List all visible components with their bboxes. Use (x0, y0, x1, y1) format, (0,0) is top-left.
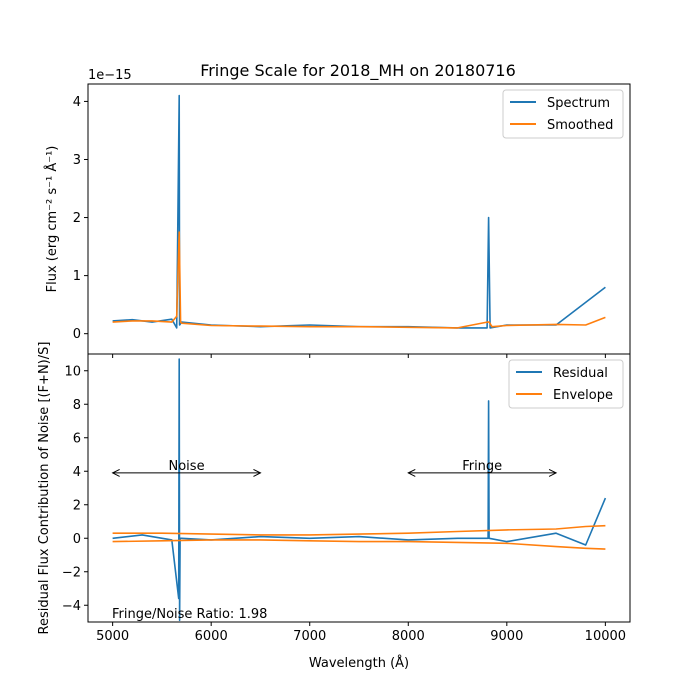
legend-label-residual: Residual (553, 366, 608, 381)
annotation-label-noise: Noise (169, 459, 205, 474)
legend-label-envelope: Envelope (553, 388, 613, 403)
series-line-envelope-1 (112, 524, 606, 536)
top-series-layer (112, 94, 606, 329)
bottom-legend: Residual Envelope (508, 359, 624, 409)
x-tick-label: 8000 (392, 629, 425, 644)
x-tick-label: 9000 (490, 629, 523, 644)
y-tick-label: −4 (62, 599, 81, 614)
y-tick-label: 2 (73, 211, 81, 226)
annotation-label-fringe: Fringe (462, 459, 502, 474)
x-tick-label: 10000 (585, 629, 626, 644)
y-tick-label: 1 (73, 269, 81, 284)
y-tick-label: 8 (73, 398, 81, 413)
x-ticks: 5000 6000 7000 8000 9000 10000 (96, 622, 626, 644)
top-panel: 0 1 2 3 4 1e−15 Flux (erg cm⁻² s⁻¹ Å⁻¹) Spec… (44, 68, 631, 358)
annotation-arrowhead-left (111, 468, 120, 477)
annotation-arrowhead-right (253, 468, 262, 477)
bottom-panel: −4 −2 0 2 4 6 8 10 5000 6000 7000 8000 9000 10000 Wa… (37, 342, 631, 671)
y-tick-label: 3 (73, 153, 81, 168)
series-line-smoothed-1 (112, 231, 606, 329)
annotation-arrowhead-left (407, 468, 416, 477)
y-tick-label: 6 (73, 431, 81, 446)
y-tick-label: 4 (73, 95, 81, 110)
x-tick-label: 5000 (96, 629, 129, 644)
x-tick-label: 7000 (293, 629, 326, 644)
bottom-y-axis-label: Residual Flux Contribution of Noise [(F+… (37, 342, 52, 635)
series-line-residual-0 (112, 358, 607, 622)
top-y-axis-label: Flux (erg cm⁻² s⁻¹ Å⁻¹) (44, 146, 60, 293)
y-tick-label: 0 (73, 532, 81, 547)
x-tick-label: 6000 (195, 629, 228, 644)
legend-label-spectrum: Spectrum (547, 96, 610, 111)
bottom-series-layer (112, 358, 607, 622)
top-offset-text: 1e−15 (88, 68, 132, 83)
x-axis-label: Wavelength (Å) (309, 655, 409, 671)
bottom-axes-frame (87, 353, 631, 623)
annotation-arrowhead-right (548, 468, 558, 477)
top-y-ticks: 0 1 2 3 4 (73, 95, 606, 358)
y-tick-label: −2 (62, 565, 81, 580)
legend-label-smoothed: Smoothed (547, 118, 613, 133)
bottom-y-ticks: −4 −2 0 2 4 6 8 10 (62, 364, 88, 614)
y-tick-label: 4 (73, 465, 81, 480)
annotations: Noise Fringe (111, 459, 558, 477)
y-tick-label: 0 (73, 327, 81, 342)
series-line-envelope-2 (112, 539, 606, 550)
y-tick-label: 10 (64, 364, 81, 379)
y-tick-label: 2 (73, 498, 81, 513)
top-legend: Spectrum Smoothed (502, 89, 624, 139)
fringe-noise-ratio: Fringe/Noise Ratio: 1.98 (112, 607, 267, 622)
chart-title: Fringe Scale for 2018_MH on 20180716 (200, 61, 516, 81)
